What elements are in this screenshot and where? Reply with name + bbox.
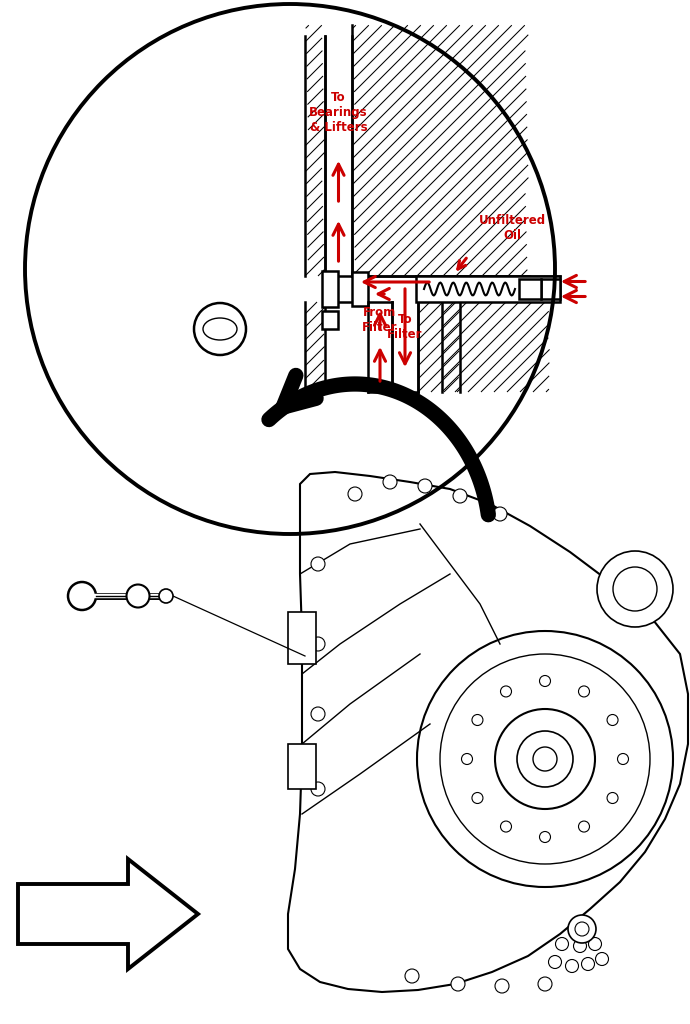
Bar (352, 272, 368, 306)
Bar (288, 612, 316, 664)
Circle shape (555, 938, 569, 950)
Circle shape (383, 475, 397, 489)
Circle shape (417, 631, 673, 887)
Circle shape (472, 715, 483, 725)
Circle shape (540, 676, 551, 686)
Circle shape (540, 831, 551, 843)
Text: From
Filter: From Filter (362, 306, 397, 334)
Circle shape (582, 957, 595, 971)
Circle shape (495, 709, 595, 809)
Circle shape (597, 551, 673, 627)
Bar (519, 279, 541, 299)
Circle shape (493, 507, 507, 521)
Circle shape (549, 955, 562, 969)
Bar (416, 276, 560, 302)
Text: To
Bearings
& Lifters: To Bearings & Lifters (309, 91, 368, 134)
Circle shape (607, 793, 618, 804)
Circle shape (500, 686, 511, 697)
Circle shape (311, 557, 325, 571)
Circle shape (348, 487, 362, 501)
Circle shape (159, 589, 173, 603)
Circle shape (589, 938, 602, 950)
Bar (541, 279, 560, 299)
Circle shape (575, 922, 589, 936)
Circle shape (613, 567, 657, 611)
Circle shape (68, 582, 96, 610)
Circle shape (578, 686, 589, 697)
Bar (325, 276, 560, 302)
Circle shape (405, 969, 419, 983)
Bar (322, 271, 338, 307)
Circle shape (462, 754, 473, 765)
Circle shape (311, 637, 325, 651)
Circle shape (517, 731, 573, 787)
Circle shape (538, 977, 552, 991)
Circle shape (311, 707, 325, 721)
Circle shape (500, 821, 511, 833)
Circle shape (607, 715, 618, 725)
Circle shape (418, 479, 432, 493)
Circle shape (440, 654, 650, 864)
Circle shape (573, 939, 586, 952)
Bar (322, 311, 338, 329)
Circle shape (495, 979, 509, 993)
Polygon shape (18, 859, 198, 969)
Circle shape (595, 952, 609, 966)
Bar (288, 744, 316, 790)
Circle shape (618, 754, 629, 765)
Circle shape (311, 782, 325, 796)
Circle shape (566, 959, 578, 973)
Circle shape (578, 821, 589, 833)
Circle shape (126, 585, 150, 607)
Text: To
Filter: To Filter (387, 313, 423, 341)
Circle shape (453, 489, 467, 503)
Circle shape (568, 915, 596, 943)
Circle shape (451, 977, 465, 991)
Text: Unfiltered
Oil: Unfiltered Oil (478, 214, 546, 242)
Polygon shape (288, 472, 688, 992)
Circle shape (472, 793, 483, 804)
Circle shape (533, 746, 557, 771)
